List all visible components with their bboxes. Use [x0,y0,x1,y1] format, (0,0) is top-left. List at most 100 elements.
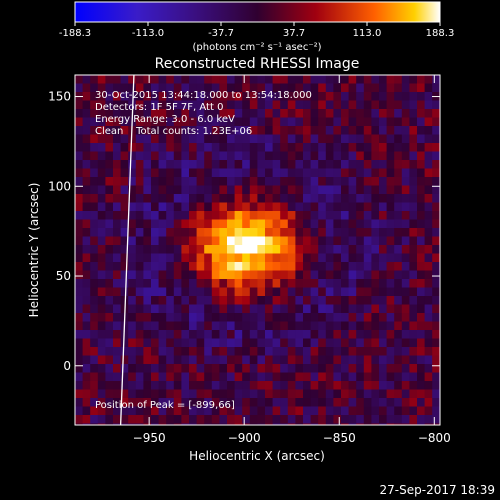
heatmap-cell [310,134,319,144]
heatmap-cell [97,117,106,127]
heatmap-cell [287,398,296,407]
heatmap-cell [82,143,91,152]
heatmap-cell [181,126,190,135]
heatmap-cell [128,194,137,203]
heatmap-cell [82,279,91,288]
heatmap-cell [394,279,403,288]
heatmap-cell [158,372,167,382]
heatmap-cell [363,389,372,399]
heatmap-cell [325,364,334,373]
heatmap-cell [97,423,106,425]
heatmap-cell [348,109,357,118]
heatmap-cell [303,126,311,135]
heatmap-cell [120,262,129,271]
heatmap-cell [181,321,190,331]
heatmap-cell [204,398,213,407]
heatmap-cell [295,406,304,416]
heatmap-cell [196,415,205,424]
heatmap-cell [143,313,152,322]
heatmap-cell [318,177,327,186]
heatmap-cell [75,364,83,373]
heatmap-cell [386,287,395,297]
heatmap-cell [120,296,129,305]
heatmap-cell [151,245,159,254]
heatmap-cell [158,279,167,288]
heatmap-cell [242,228,251,237]
heatmap-cell [280,92,289,101]
heatmap-cell [394,160,403,169]
heatmap-cell [272,330,281,339]
heatmap-cell [151,109,159,118]
heatmap-cell [310,211,319,220]
heatmap-cell [356,185,365,195]
y-tick-label: 0 [63,359,71,373]
heatmap-cell [341,160,349,169]
heatmap-cell [386,423,395,425]
heatmap-cell [242,168,251,178]
heatmap-cell [394,398,403,407]
heatmap-cell [105,109,114,118]
heatmap-cell [211,321,220,331]
heatmap-cell [211,194,220,203]
heatmap-cell [341,321,349,331]
heatmap-cell [128,253,137,263]
heatmap-cell [325,236,334,246]
heatmap-cell [310,262,319,271]
heatmap-cell [325,151,334,161]
heatmap-cell [265,219,273,229]
heatmap-cell [371,185,380,195]
heatmap-cell [424,75,433,84]
heatmap-cell [219,126,228,135]
heatmap-cell [318,236,327,246]
heatmap-cell [135,296,144,305]
heatmap-cell [287,211,296,220]
heatmap-cell [439,236,440,246]
heatmap-cell [75,202,83,212]
heatmap-cell [128,228,137,237]
heatmap-cell [151,262,159,271]
heatmap-cell [287,279,296,288]
heatmap-cell [143,117,152,127]
heatmap-cell [227,151,235,161]
heatmap-cell [265,262,273,271]
heatmap-cell [196,160,205,169]
heatmap-cell [242,381,251,390]
heatmap-cell [265,372,273,382]
heatmap-cell [242,389,251,399]
heatmap-cell [166,398,175,407]
heatmap-cell [439,338,440,348]
heatmap-cell [287,143,296,152]
y-tick-label: 100 [48,179,71,193]
colorbar-tick-label: -188.3 [59,28,91,39]
heatmap-cell [189,126,197,135]
heatmap-cell [409,270,418,280]
heatmap-cell [287,296,296,305]
heatmap-cell [333,228,342,237]
heatmap-cell [204,406,213,416]
heatmap-cell [272,117,281,127]
heatmap-cell [189,185,197,195]
heatmap-cell [295,92,304,101]
heatmap-cell [356,134,365,144]
heatmap-cell [280,219,289,229]
heatmap-cell [97,398,106,407]
heatmap-cell [135,109,144,118]
heatmap-cell [417,338,425,348]
heatmap-cell [113,415,121,424]
heatmap-cell [310,270,319,280]
heatmap-cell [348,236,357,246]
heatmap-cell [348,304,357,314]
heatmap-cell [166,177,175,186]
heatmap-cell [189,236,197,246]
heatmap-cell [234,177,243,186]
heatmap-cell [371,372,380,382]
heatmap-cell [386,177,395,186]
heatmap-cell [113,321,121,331]
heatmap-cell [432,177,440,186]
heatmap-cell [325,262,334,271]
heatmap-cell [295,321,304,331]
heatmap-cell [265,381,273,390]
heatmap-cell [439,219,440,229]
heatmap-cell [341,168,349,178]
heatmap-cell [379,389,387,399]
